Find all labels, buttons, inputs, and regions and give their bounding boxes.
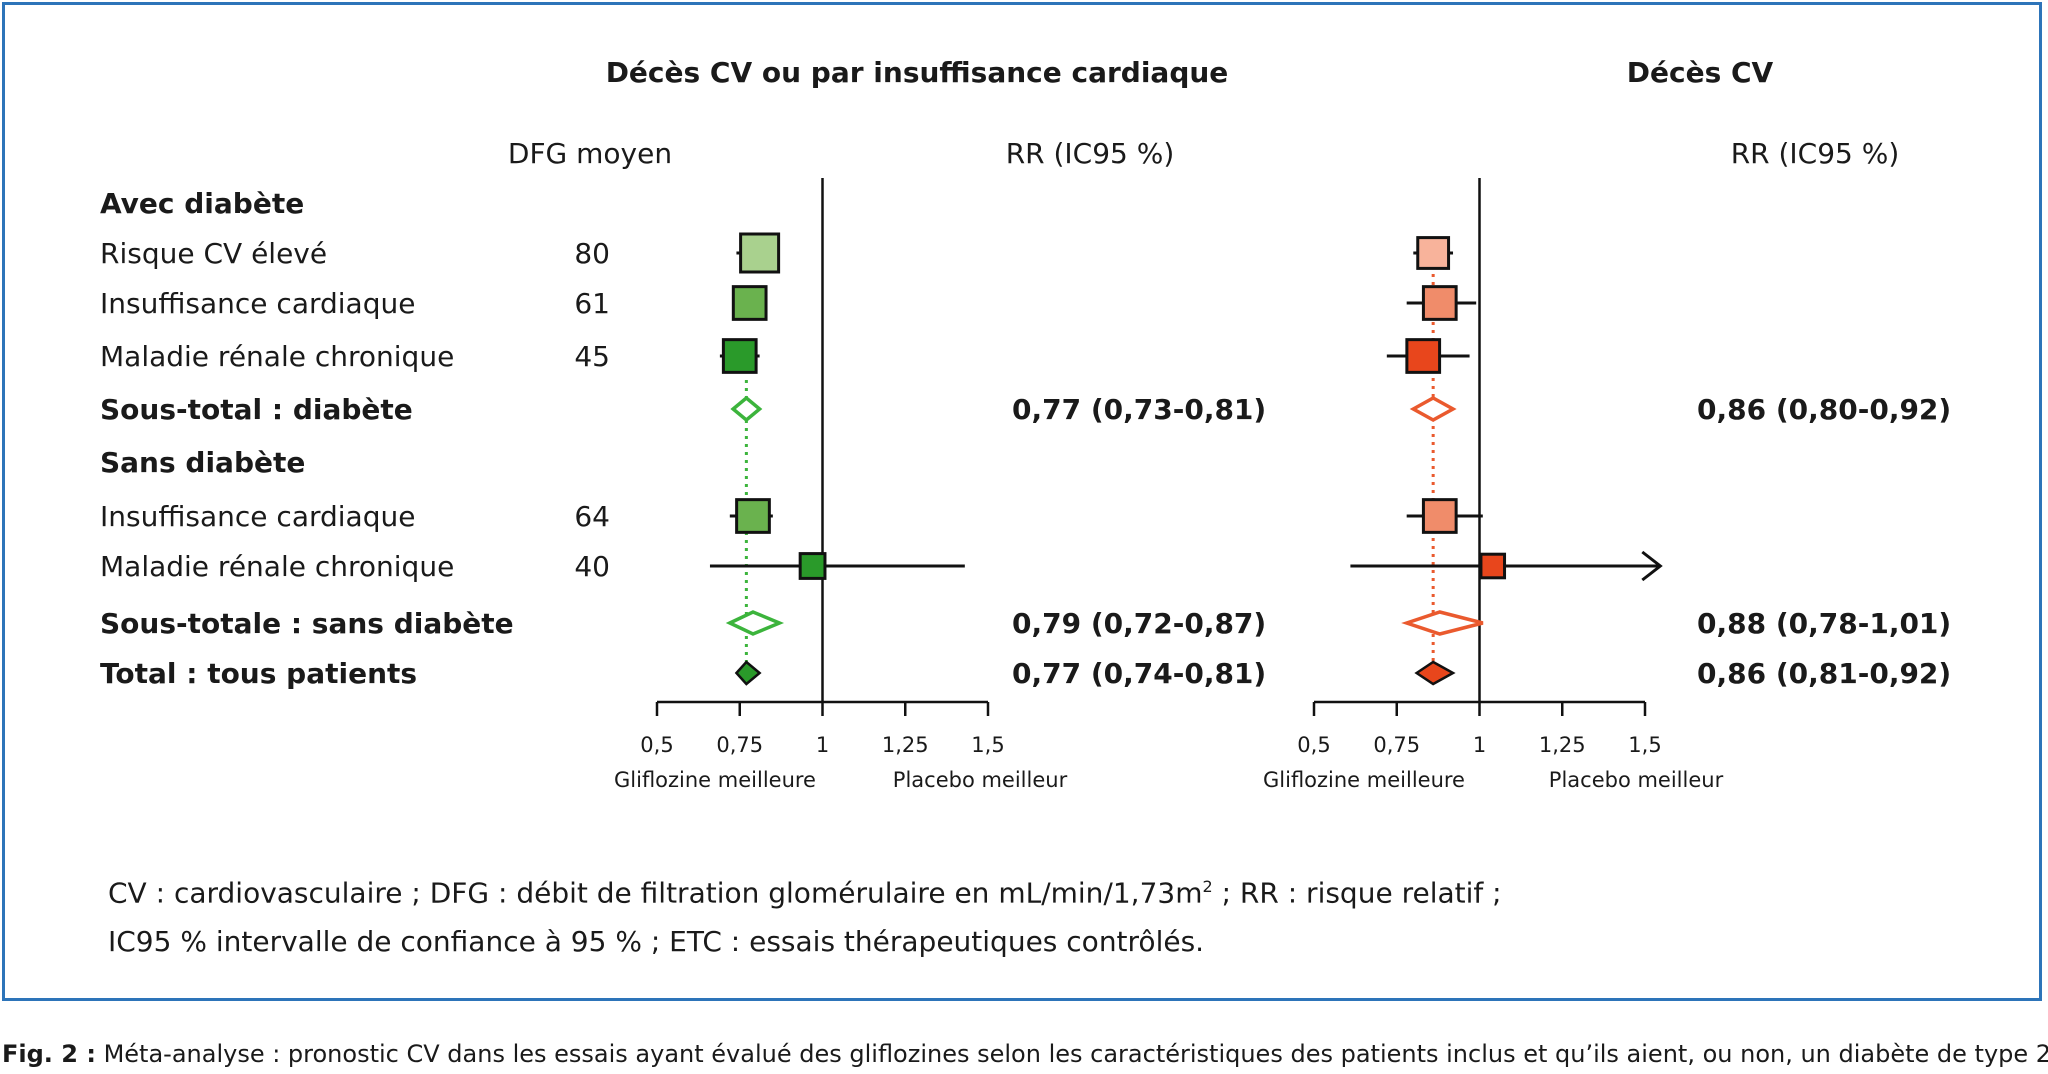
ci-arrow [1641, 550, 1663, 582]
x-tick-label: 1,5 [971, 733, 1004, 757]
caption-label: Fig. 2 : [2, 1040, 96, 1068]
x-tick-label: 0,5 [640, 733, 673, 757]
rr-value-label: 0,86 (0,81-0,92) [1697, 657, 1951, 690]
rr-value-label: 0,79 (0,72-0,87) [1012, 607, 1266, 640]
dfg-value: 40 [574, 550, 610, 583]
study-estimate-square [1479, 552, 1507, 580]
forest-plot: DFG moyen Avec diabète Risque CV élevé 80 In… [100, 56, 1951, 792]
pooled-diamond [725, 610, 785, 636]
x-tick-label: 0,75 [716, 733, 763, 757]
panel-title: Décès CV [1627, 56, 1774, 89]
rr-header: RR (IC95 %) [1731, 137, 1900, 170]
pooled-diamond [1401, 610, 1484, 636]
rr-value-label: 0,88 (0,78-1,01) [1697, 607, 1951, 640]
study-estimate-square [1405, 338, 1442, 374]
abbreviation-legend: CV : cardiovasculaire ; DFG : débit de f… [108, 862, 1958, 966]
x-tick-label: 1,25 [1539, 733, 1586, 757]
figure-caption: Fig. 2 : Méta-analyse : pronostic CV dan… [2, 1040, 2048, 1068]
study-estimate-square [798, 552, 827, 580]
row-label: Insuffisance cardiaque [100, 287, 415, 320]
dfg-header: DFG moyen [508, 137, 672, 170]
x-tick-label: 1,25 [882, 733, 929, 757]
row-label: Maladie rénale chronique [100, 340, 454, 373]
dfg-value: 61 [574, 287, 610, 320]
favours-left-label: Gliflozine meilleure [1263, 768, 1465, 792]
study-estimate-square [1421, 498, 1458, 534]
rr-header: RR (IC95 %) [1006, 137, 1175, 170]
x-tick-label: 0,75 [1373, 733, 1420, 757]
favours-right-label: Placebo meilleur [893, 768, 1068, 792]
legend-line-2: IC95 % intervalle de confiance à 95 % ; … [108, 925, 1205, 959]
group-header: Avec diabète [100, 187, 304, 220]
study-estimate-square [731, 285, 768, 321]
dfg-value: 64 [574, 500, 610, 533]
favours-right-label: Placebo meilleur [1549, 768, 1724, 792]
row-label: Risque CV élevé [100, 237, 327, 270]
x-tick-label: 1 [1473, 733, 1486, 757]
dfg-value: 45 [574, 340, 610, 373]
rr-value-label: 0,77 (0,73-0,81) [1012, 393, 1266, 426]
subtotal-label: Sous-total : diabète [100, 393, 413, 426]
total-diamond [1414, 660, 1456, 686]
x-tick-label: 0,5 [1297, 733, 1330, 757]
x-tick-label: 1,5 [1628, 733, 1661, 757]
x-tick-label: 1 [816, 733, 829, 757]
study-estimate-square [1416, 236, 1451, 270]
rr-value-label: 0,86 (0,80-0,92) [1697, 393, 1951, 426]
rr-value-label: 0,77 (0,74-0,81) [1012, 657, 1266, 690]
legend-line-1: CV : cardiovasculaire ; DFG : débit de f… [108, 876, 1502, 910]
dfg-value: 80 [574, 237, 610, 270]
favours-left-label: Gliflozine meilleure [614, 768, 816, 792]
pooled-diamond [730, 395, 763, 423]
group-header: Sans diabète [100, 446, 305, 479]
figure-frame [2, 2, 2042, 1001]
pooled-diamond [1409, 395, 1457, 423]
study-estimate-square [739, 232, 781, 274]
study-estimate-square [735, 498, 771, 534]
subtotal-label: Total : tous patients [100, 657, 417, 690]
study-estimate-square [1421, 285, 1458, 321]
subtotal-label: Sous-totale : sans diabète [100, 607, 514, 640]
caption-text: Méta-analyse : pronostic CV dans les ess… [95, 1040, 2048, 1068]
row-label: Insuffisance cardiaque [100, 500, 415, 533]
row-label: Maladie rénale chronique [100, 550, 454, 583]
panel-title: Décès CV ou par insuffisance cardiaque [606, 56, 1229, 89]
total-diamond [734, 660, 762, 686]
study-estimate-square [721, 338, 758, 374]
